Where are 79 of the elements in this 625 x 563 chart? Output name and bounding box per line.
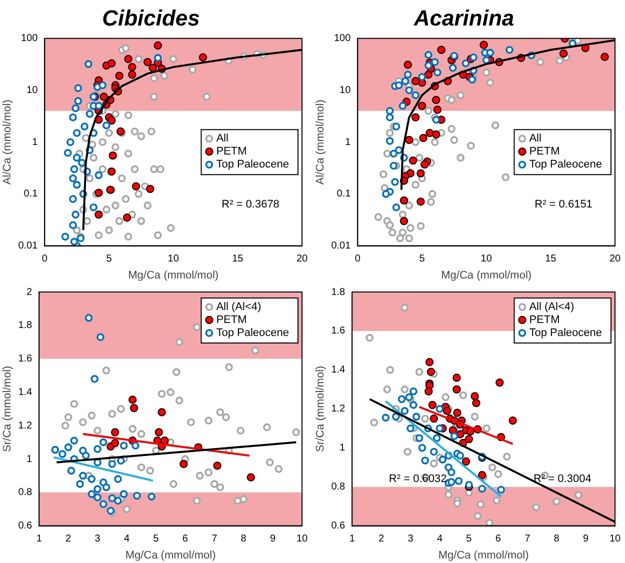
y-tick-label: 100 bbox=[20, 33, 38, 44]
x-tick-label: 9 bbox=[270, 534, 276, 545]
legend-label: All (Al<4) bbox=[529, 301, 574, 314]
y-tick-label: 10 bbox=[340, 85, 352, 96]
x-tick-label: 8 bbox=[554, 534, 560, 545]
y-axis-title: Al/Ca (mmol/mol) bbox=[2, 100, 14, 185]
legend-label: All bbox=[529, 132, 542, 145]
x-tick-label: 7 bbox=[212, 534, 218, 545]
x-axis-title: Mg/Ca (mmol/mol) bbox=[128, 269, 219, 282]
y-tick-label: 1.6 bbox=[18, 354, 33, 365]
y-tick-label: 0.1 bbox=[336, 188, 352, 200]
annotation: R² = 0.3004 bbox=[534, 473, 592, 486]
y-tick-label: 0.6 bbox=[18, 520, 33, 532]
x-tick-label: 8 bbox=[240, 534, 247, 545]
x-tick-label: 7 bbox=[524, 534, 531, 545]
y-tick-label: 1 bbox=[340, 442, 346, 454]
chart-title: Cibicides bbox=[102, 5, 200, 30]
x-tick-label: 3 bbox=[408, 534, 414, 545]
y-tick-label: 1.4 bbox=[331, 364, 346, 376]
x-axis-title: Mg/Ca (mmol/mol) bbox=[438, 549, 529, 562]
y-tick-label: 2 bbox=[26, 286, 33, 298]
x-tick-label: 4 bbox=[436, 534, 443, 545]
legend-label: All bbox=[216, 132, 228, 145]
x-axis-title: Mg/Ca (mmol/mol) bbox=[441, 269, 532, 282]
y-tick-label: 10 bbox=[26, 85, 38, 96]
y-tick-label: 0.8 bbox=[18, 487, 33, 498]
x-tick-label: 2 bbox=[66, 534, 72, 545]
x-tick-label: 0 bbox=[354, 254, 361, 265]
x-tick-label: 2 bbox=[378, 534, 385, 545]
y-tick-label: 0.01 bbox=[18, 240, 38, 252]
y-axis-title: Al/Ca (mmol/mol) bbox=[314, 100, 327, 185]
legend-label: All (Al<4) bbox=[216, 301, 262, 314]
x-tick-label: 20 bbox=[296, 254, 308, 265]
y-tick-label: 0.8 bbox=[331, 482, 346, 493]
x-tick-label: 10 bbox=[168, 254, 180, 265]
legend-label: PETM bbox=[216, 314, 247, 326]
x-tick-label: 4 bbox=[124, 534, 130, 545]
x-tick-label: 5 bbox=[106, 254, 112, 265]
x-tick-label: 20 bbox=[609, 254, 621, 265]
x-tick-label: 6 bbox=[182, 534, 188, 545]
y-tick-label: 1 bbox=[345, 136, 352, 148]
x-tick-label: 10 bbox=[296, 534, 308, 545]
x-tick-label: 5 bbox=[419, 254, 426, 265]
y-axis-title: Sr/Ca (mmol/mol) bbox=[314, 366, 327, 452]
y-axis-title: Sr/Ca (mmol/mol) bbox=[2, 366, 14, 452]
legend-label: Top Paleocene bbox=[529, 158, 602, 171]
x-tick-label: 0 bbox=[42, 254, 48, 265]
y-tick-label: 1.6 bbox=[331, 326, 346, 337]
legend-label: PETM bbox=[529, 314, 560, 326]
legend-label: Top Paleocene bbox=[216, 158, 290, 171]
y-tick-label: 1.8 bbox=[331, 286, 346, 298]
legend-label: PETM bbox=[529, 146, 560, 158]
x-tick-label: 3 bbox=[94, 534, 101, 545]
annotation: R² = 0.3678 bbox=[222, 198, 280, 210]
y-tick-label: 1.2 bbox=[18, 420, 33, 432]
x-tick-label: 5 bbox=[466, 534, 472, 545]
x-tick-label: 15 bbox=[545, 254, 557, 265]
y-tick-label: 1 bbox=[32, 136, 38, 148]
x-axis-title: Mg/Ca (mmol/mol) bbox=[125, 549, 216, 562]
x-tick-label: 5 bbox=[153, 534, 160, 545]
legend-label: Top Paleocene bbox=[529, 327, 602, 340]
y-tick-label: 1 bbox=[26, 454, 33, 465]
x-tick-label: 6 bbox=[495, 534, 502, 545]
y-tick-label: 1.8 bbox=[18, 320, 33, 332]
y-tick-label: 0.6 bbox=[331, 520, 346, 532]
x-tick-label: 15 bbox=[232, 254, 244, 265]
y-tick-label: 1.4 bbox=[18, 386, 33, 398]
annotation: R² = 0.6151 bbox=[534, 198, 592, 210]
x-tick-label: 9 bbox=[583, 534, 590, 545]
legend-label: PETM bbox=[216, 146, 247, 158]
chart-title: Acarinina bbox=[412, 5, 514, 30]
legend-label: Top Paleocene bbox=[216, 327, 290, 340]
x-tick-label: 10 bbox=[609, 534, 621, 545]
y-tick-label: 0.1 bbox=[24, 188, 38, 200]
y-tick-label: 100 bbox=[334, 33, 352, 44]
annotation: R² = 0.6032 bbox=[388, 473, 447, 486]
x-tick-label: 10 bbox=[480, 254, 492, 265]
y-tick-label: 0.01 bbox=[331, 240, 352, 252]
y-tick-label: 1.2 bbox=[331, 404, 346, 415]
